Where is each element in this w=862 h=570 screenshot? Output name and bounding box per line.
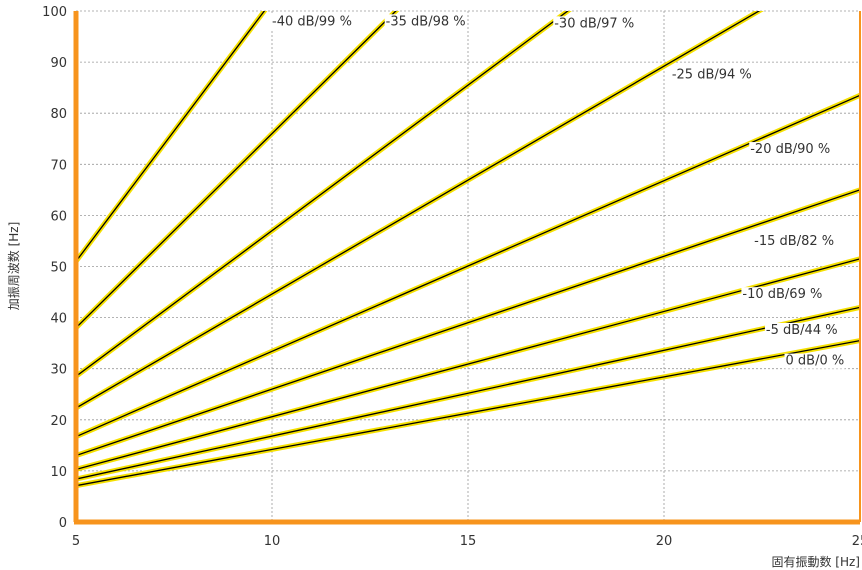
tick-labels: 0 10 20 30 40 50 60 70 80 90 100 5 10 15 20 25	[42, 5, 862, 549]
x-tick-label: 20	[656, 534, 673, 549]
y-tick-label: 30	[50, 363, 67, 378]
line-labels: -40 dB/99 % -35 dB/98 % -30 dB/97 % -25 dB/…	[271, 14, 846, 369]
series-label-4: -20 dB/90 %	[750, 142, 830, 157]
series-label-bg-1	[384, 14, 467, 30]
series-line-7	[76, 306, 860, 480]
series-line-0	[76, 11, 266, 262]
y-tick-label: 40	[50, 312, 67, 327]
series-label-0: -40 dB/99 %	[272, 14, 352, 29]
x-tick-label: 25	[852, 534, 862, 549]
x-tick-label: 15	[460, 534, 477, 549]
series-layer	[76, 11, 860, 489]
series-label-7: -5 dB/44 %	[766, 323, 838, 338]
series-label-8: 0 dB/0 %	[786, 354, 845, 369]
y-axis-title: 加振周波数 [Hz]	[6, 222, 21, 311]
series-label-bg-3	[670, 67, 753, 83]
series-line-6	[76, 258, 860, 470]
series-label-bg-5	[753, 234, 836, 250]
y-tick-label: 100	[42, 5, 67, 20]
series-line-1	[76, 11, 397, 329]
x-tick-label: 5	[72, 534, 80, 549]
series-label-bg-0	[271, 14, 353, 30]
series-label-1: -35 dB/98 %	[386, 14, 466, 29]
y-tick-label: 0	[59, 516, 67, 531]
series-line-8	[76, 339, 860, 487]
series-line-5	[76, 189, 860, 457]
series-line-4	[76, 94, 860, 438]
series-label-3: -25 dB/94 %	[672, 67, 752, 82]
series-label-6: -10 dB/69 %	[742, 287, 822, 302]
series-label-2: -30 dB/97 %	[554, 16, 634, 31]
series-label-bg-7	[764, 322, 839, 338]
y-tick-label: 60	[50, 209, 67, 224]
series-label-bg-8	[784, 353, 846, 369]
series-label-bg-2	[553, 16, 636, 32]
axes	[73, 11, 861, 525]
y-tick-label: 20	[50, 414, 67, 429]
series-label-bg-6	[741, 287, 824, 303]
x-tick-label: 10	[264, 534, 281, 549]
y-tick-label: 70	[50, 158, 67, 173]
x-axis-title: 固有振動数 [Hz]	[771, 554, 860, 569]
y-tick-label: 90	[50, 56, 67, 71]
series-label-5: -15 dB/82 %	[754, 234, 834, 249]
series-label-bg-4	[749, 142, 832, 158]
series-line-3	[76, 11, 761, 409]
y-tick-label: 10	[50, 465, 67, 480]
y-tick-label: 50	[50, 261, 67, 276]
y-tick-label: 80	[50, 107, 67, 122]
series-line-2	[76, 11, 569, 377]
